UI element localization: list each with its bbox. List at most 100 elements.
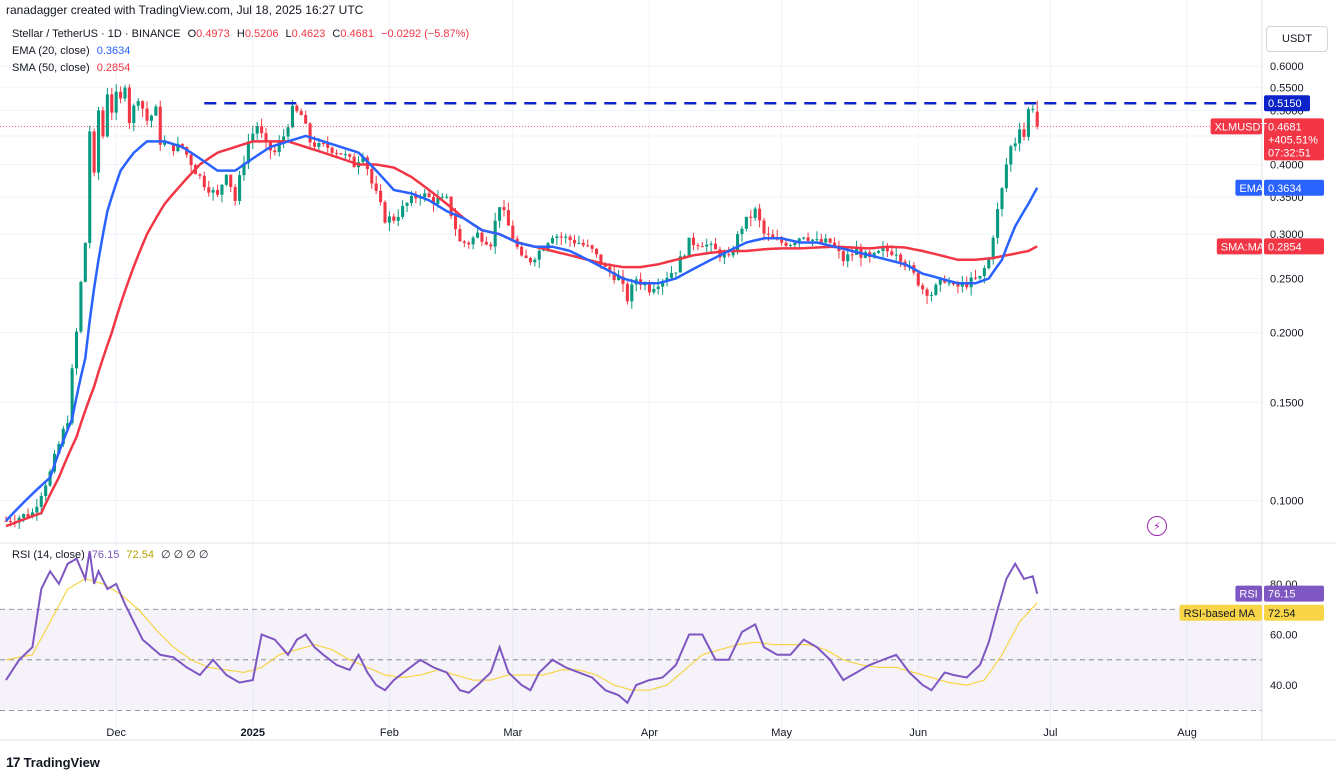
candle-body: [520, 246, 524, 256]
candle-body: [559, 236, 563, 238]
candle-body: [70, 368, 74, 424]
candle-body: [934, 284, 938, 295]
candle-body: [224, 174, 228, 185]
candle-body: [683, 255, 687, 257]
candle-body: [189, 154, 193, 166]
symbol-tag-label-bg: [1210, 118, 1262, 135]
candle-body: [656, 286, 660, 290]
x-tick-label: Feb: [380, 727, 399, 739]
candle-body: [260, 126, 264, 134]
candle-body: [114, 91, 118, 113]
symbol-tag-label: XLMUSDT: [1215, 121, 1268, 133]
candle-body: [39, 495, 43, 507]
x-tick-label: Mar: [503, 727, 522, 739]
ema-tag: 0.3634: [1264, 179, 1324, 196]
candle-body: [1031, 108, 1035, 110]
candle-body: [1018, 129, 1022, 144]
axes: Dec 2025 Feb Mar Apr May Jun Jul Aug 0.6000 0.5500…: [0, 0, 1336, 741]
candle-body: [8, 520, 12, 522]
x-tick-label: Apr: [641, 727, 658, 739]
candle-body: [696, 245, 700, 247]
candle-body: [44, 485, 48, 496]
candle-body: [810, 239, 815, 241]
footer-brand[interactable]: 17 TradingView: [6, 754, 100, 770]
candle-body: [652, 289, 656, 293]
candle-body: [506, 210, 510, 226]
resistance-tag-bg: [1264, 95, 1310, 112]
candle-body: [749, 216, 753, 218]
candle-body: [758, 208, 762, 221]
ema-tag-label-bg: [1235, 179, 1262, 196]
candle-body: [202, 175, 206, 188]
rsi-legend[interactable]: RSI (14, close) 76.15 72.54 ∅ ∅ ∅ ∅: [12, 548, 213, 561]
lightning-icon[interactable]: ⚡: [1147, 516, 1167, 536]
candle-body: [132, 105, 136, 124]
candle-body: [956, 284, 960, 287]
candle-body: [83, 242, 87, 282]
candle-body: [379, 190, 383, 203]
candle-body: [154, 106, 158, 116]
candle-body: [1026, 109, 1030, 137]
symbol-legend[interactable]: Stellar / TetherUS · 1D · BINANCE O0.497…: [12, 28, 473, 40]
candle-body: [405, 203, 409, 206]
candle-body: [894, 254, 898, 256]
candle-body: [136, 101, 140, 106]
candle-body: [877, 250, 881, 253]
candle-body: [251, 133, 255, 142]
candle-body: [317, 143, 321, 147]
indicator-lines: [0, 101, 1262, 705]
candle-body: [921, 285, 925, 290]
candle-body: [489, 244, 493, 247]
candle-body: [101, 110, 105, 137]
candle-body: [555, 236, 559, 239]
candle-body: [171, 143, 176, 152]
candle-body: [66, 423, 70, 429]
candle-body: [370, 169, 374, 184]
candle-body: [599, 254, 603, 265]
candle-body: [511, 225, 515, 239]
candle-body: [872, 252, 876, 258]
candle-body: [414, 195, 418, 199]
candle-body: [581, 242, 585, 246]
ema-legend[interactable]: EMA (20, close) 0.3634: [12, 45, 134, 57]
candle-body: [590, 245, 594, 249]
candle-body: [766, 233, 770, 235]
candle-body: [149, 115, 153, 121]
candle-body: [740, 228, 744, 235]
candle-body: [709, 243, 713, 245]
ema-line: [5, 134, 1039, 522]
last-change-text: +405.51%: [1268, 134, 1318, 146]
candle-body: [440, 196, 444, 198]
candle-body: [713, 243, 718, 250]
candle-body: [79, 281, 83, 332]
candle-body: [127, 87, 131, 124]
candle-body: [427, 193, 431, 197]
candle-body: [334, 152, 339, 154]
rsi-value: 76.15: [91, 549, 120, 561]
candle-body: [753, 208, 757, 218]
candle-body: [105, 94, 109, 137]
candle-body: [890, 251, 894, 255]
rsi-ma-line: [5, 578, 1038, 691]
candle-body: [273, 150, 277, 153]
candle-body: [784, 242, 788, 246]
currency-button[interactable]: USDT: [1266, 26, 1328, 52]
rsi-label: RSI (14, close): [12, 549, 85, 561]
candle-body: [550, 238, 555, 244]
x-tick-label: 2025: [241, 727, 265, 739]
candle-body: [528, 258, 532, 263]
candle-body: [498, 207, 502, 221]
candle-body: [229, 174, 233, 187]
last-price-text: 0.4681: [1268, 121, 1302, 133]
candle-body: [308, 123, 312, 143]
sma-legend[interactable]: SMA (50, close) 0.2854: [12, 62, 134, 74]
candle-body: [330, 147, 334, 153]
sma-label: SMA (50, close): [12, 62, 90, 74]
candle-body: [885, 247, 889, 252]
rsi-ma-tag-label-bg: [1179, 604, 1262, 621]
candle-body: [828, 238, 832, 243]
symbol-name: Stellar / TetherUS · 1D · BINANCE: [12, 28, 181, 40]
rsi-tag-label-bg: [1235, 585, 1262, 602]
candle-body: [242, 163, 246, 176]
candle-body: [238, 175, 242, 201]
